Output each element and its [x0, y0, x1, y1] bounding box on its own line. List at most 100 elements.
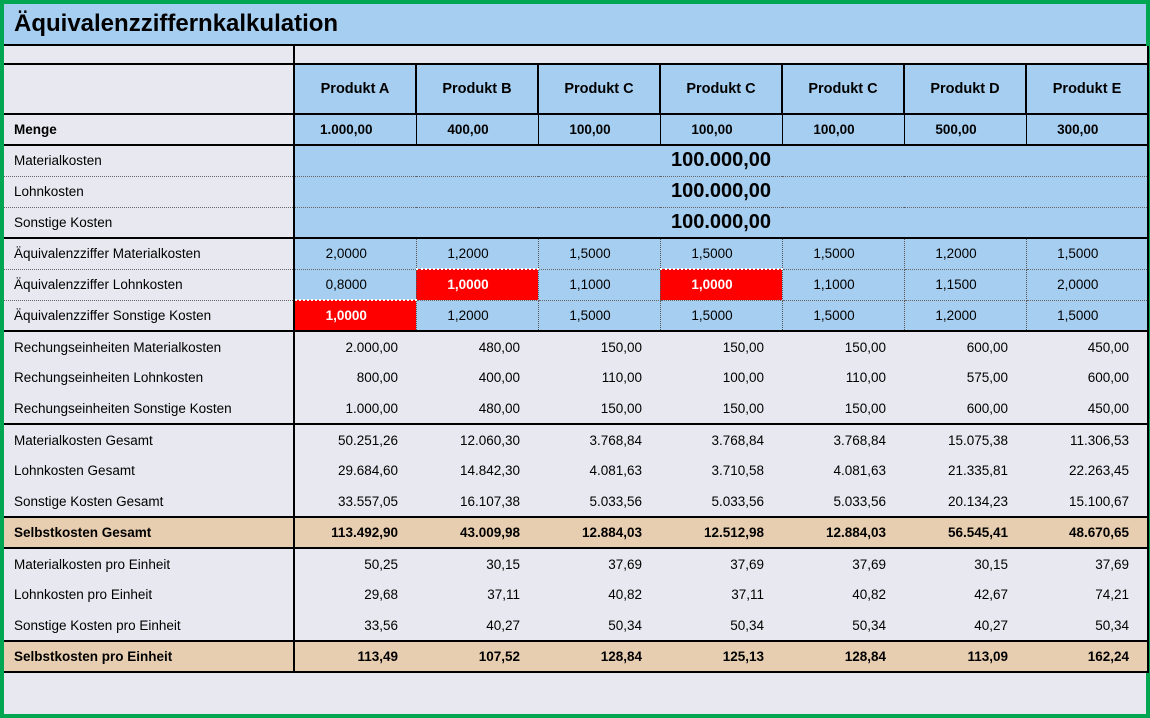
- cell[interactable]: 37,69: [660, 548, 782, 579]
- cell[interactable]: 113,09: [904, 641, 1026, 672]
- cell[interactable]: 29.684,60: [294, 455, 416, 486]
- cell[interactable]: 37,69: [538, 548, 660, 579]
- cell[interactable]: 33,56: [294, 610, 416, 641]
- cell[interactable]: 150,00: [660, 331, 782, 362]
- cell[interactable]: 37,11: [416, 579, 538, 610]
- cell[interactable]: 1,5000: [782, 300, 904, 331]
- cell[interactable]: 100,00: [660, 362, 782, 393]
- col-header[interactable]: Produkt E: [1026, 64, 1148, 114]
- cell[interactable]: 1,5000: [1026, 238, 1148, 269]
- cell[interactable]: 1,1000: [782, 269, 904, 300]
- cell[interactable]: 125,13: [660, 641, 782, 672]
- cell[interactable]: 150,00: [782, 331, 904, 362]
- cell[interactable]: 150,00: [538, 331, 660, 362]
- cell[interactable]: 0,8000: [294, 269, 416, 300]
- cell[interactable]: 50,34: [538, 610, 660, 641]
- cell[interactable]: 40,27: [904, 610, 1026, 641]
- cell[interactable]: 40,82: [782, 579, 904, 610]
- merged-cell[interactable]: 100.000,00: [294, 207, 1148, 238]
- cell[interactable]: 30,15: [416, 548, 538, 579]
- cell[interactable]: 450,00: [1026, 331, 1148, 362]
- col-header[interactable]: Produkt C: [782, 64, 904, 114]
- cell[interactable]: 3.768,84: [660, 424, 782, 455]
- cell[interactable]: 43.009,98: [416, 517, 538, 548]
- cell[interactable]: 3.710,58: [660, 455, 782, 486]
- cell[interactable]: 48.670,65: [1026, 517, 1148, 548]
- cell[interactable]: 74,21: [1026, 579, 1148, 610]
- cell[interactable]: 30,15: [904, 548, 1026, 579]
- cell[interactable]: 37,11: [660, 579, 782, 610]
- col-header[interactable]: Produkt C: [538, 64, 660, 114]
- cell-highlighted[interactable]: 1,0000: [416, 269, 538, 300]
- cell[interactable]: 56.545,41: [904, 517, 1026, 548]
- cell[interactable]: 1,2000: [904, 300, 1026, 331]
- cell[interactable]: 3.768,84: [538, 424, 660, 455]
- cell[interactable]: 5.033,56: [538, 486, 660, 517]
- cell[interactable]: 1,5000: [538, 238, 660, 269]
- cell[interactable]: 5.033,56: [782, 486, 904, 517]
- col-header[interactable]: Produkt B: [416, 64, 538, 114]
- cell[interactable]: 1,5000: [1026, 300, 1148, 331]
- cell[interactable]: 113.492,90: [294, 517, 416, 548]
- cell-highlighted[interactable]: 1,0000: [660, 269, 782, 300]
- cell[interactable]: 150,00: [538, 393, 660, 424]
- cell[interactable]: 100,00: [660, 114, 782, 145]
- cell[interactable]: 100,00: [782, 114, 904, 145]
- cell[interactable]: 15.075,38: [904, 424, 1026, 455]
- cell[interactable]: 480,00: [416, 331, 538, 362]
- cell[interactable]: 150,00: [660, 393, 782, 424]
- cell[interactable]: 2,0000: [294, 238, 416, 269]
- cell[interactable]: 2,0000: [1026, 269, 1148, 300]
- cell[interactable]: 40,27: [416, 610, 538, 641]
- cell[interactable]: 50,34: [660, 610, 782, 641]
- cell[interactable]: 1,2000: [416, 238, 538, 269]
- cell[interactable]: 128,84: [782, 641, 904, 672]
- cell[interactable]: 500,00: [904, 114, 1026, 145]
- cell[interactable]: 42,67: [904, 579, 1026, 610]
- cell[interactable]: 480,00: [416, 393, 538, 424]
- cell[interactable]: 4.081,63: [538, 455, 660, 486]
- cell[interactable]: 1,5000: [538, 300, 660, 331]
- cell[interactable]: 400,00: [416, 114, 538, 145]
- cell[interactable]: 600,00: [1026, 362, 1148, 393]
- cell[interactable]: 150,00: [782, 393, 904, 424]
- cell[interactable]: 575,00: [904, 362, 1026, 393]
- col-header[interactable]: Produkt D: [904, 64, 1026, 114]
- cell[interactable]: 12.884,03: [782, 517, 904, 548]
- cell[interactable]: 162,24: [1026, 641, 1148, 672]
- cell[interactable]: 107,52: [416, 641, 538, 672]
- cell[interactable]: 300,00: [1026, 114, 1148, 145]
- cell[interactable]: 40,82: [538, 579, 660, 610]
- cell[interactable]: 1.000,00: [294, 393, 416, 424]
- cell[interactable]: 3.768,84: [782, 424, 904, 455]
- cell[interactable]: 12.512,98: [660, 517, 782, 548]
- cell[interactable]: 1,2000: [904, 238, 1026, 269]
- cell[interactable]: 400,00: [416, 362, 538, 393]
- cell[interactable]: 50,34: [1026, 610, 1148, 641]
- cell[interactable]: 600,00: [904, 331, 1026, 362]
- cell[interactable]: 12.060,30: [416, 424, 538, 455]
- cell[interactable]: 5.033,56: [660, 486, 782, 517]
- cell[interactable]: 110,00: [538, 362, 660, 393]
- cell[interactable]: 37,69: [1026, 548, 1148, 579]
- cell[interactable]: 600,00: [904, 393, 1026, 424]
- cell[interactable]: 100,00: [538, 114, 660, 145]
- cell[interactable]: 450,00: [1026, 393, 1148, 424]
- cell[interactable]: 22.263,45: [1026, 455, 1148, 486]
- cell[interactable]: 14.842,30: [416, 455, 538, 486]
- cell[interactable]: 4.081,63: [782, 455, 904, 486]
- cell[interactable]: 50,34: [782, 610, 904, 641]
- cell[interactable]: 50,25: [294, 548, 416, 579]
- cell[interactable]: 1,1000: [538, 269, 660, 300]
- cell[interactable]: 1,5000: [782, 238, 904, 269]
- merged-cell[interactable]: 100.000,00: [294, 145, 1148, 176]
- cell[interactable]: 1,5000: [660, 300, 782, 331]
- cell[interactable]: 20.134,23: [904, 486, 1026, 517]
- cell[interactable]: 800,00: [294, 362, 416, 393]
- cell[interactable]: 37,69: [782, 548, 904, 579]
- cell[interactable]: 1,1500: [904, 269, 1026, 300]
- cell[interactable]: 15.100,67: [1026, 486, 1148, 517]
- cell[interactable]: 16.107,38: [416, 486, 538, 517]
- cell[interactable]: 2.000,00: [294, 331, 416, 362]
- cell[interactable]: 110,00: [782, 362, 904, 393]
